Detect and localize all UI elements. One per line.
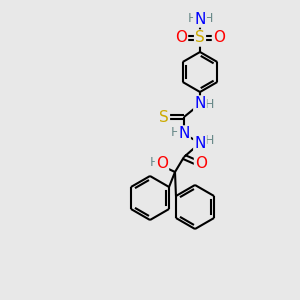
Text: H: H	[149, 155, 159, 169]
Text: O: O	[175, 31, 187, 46]
Text: H: H	[204, 134, 214, 148]
Text: O: O	[156, 157, 168, 172]
Text: H: H	[204, 98, 214, 110]
Text: O: O	[213, 31, 225, 46]
Text: H: H	[170, 125, 180, 139]
Text: H: H	[187, 11, 197, 25]
Text: H: H	[203, 11, 213, 25]
Text: N: N	[194, 136, 206, 151]
Text: N: N	[194, 11, 206, 26]
Text: N: N	[178, 127, 190, 142]
Text: S: S	[195, 31, 205, 46]
Text: N: N	[194, 97, 206, 112]
Text: S: S	[159, 110, 169, 124]
Text: O: O	[195, 157, 207, 172]
